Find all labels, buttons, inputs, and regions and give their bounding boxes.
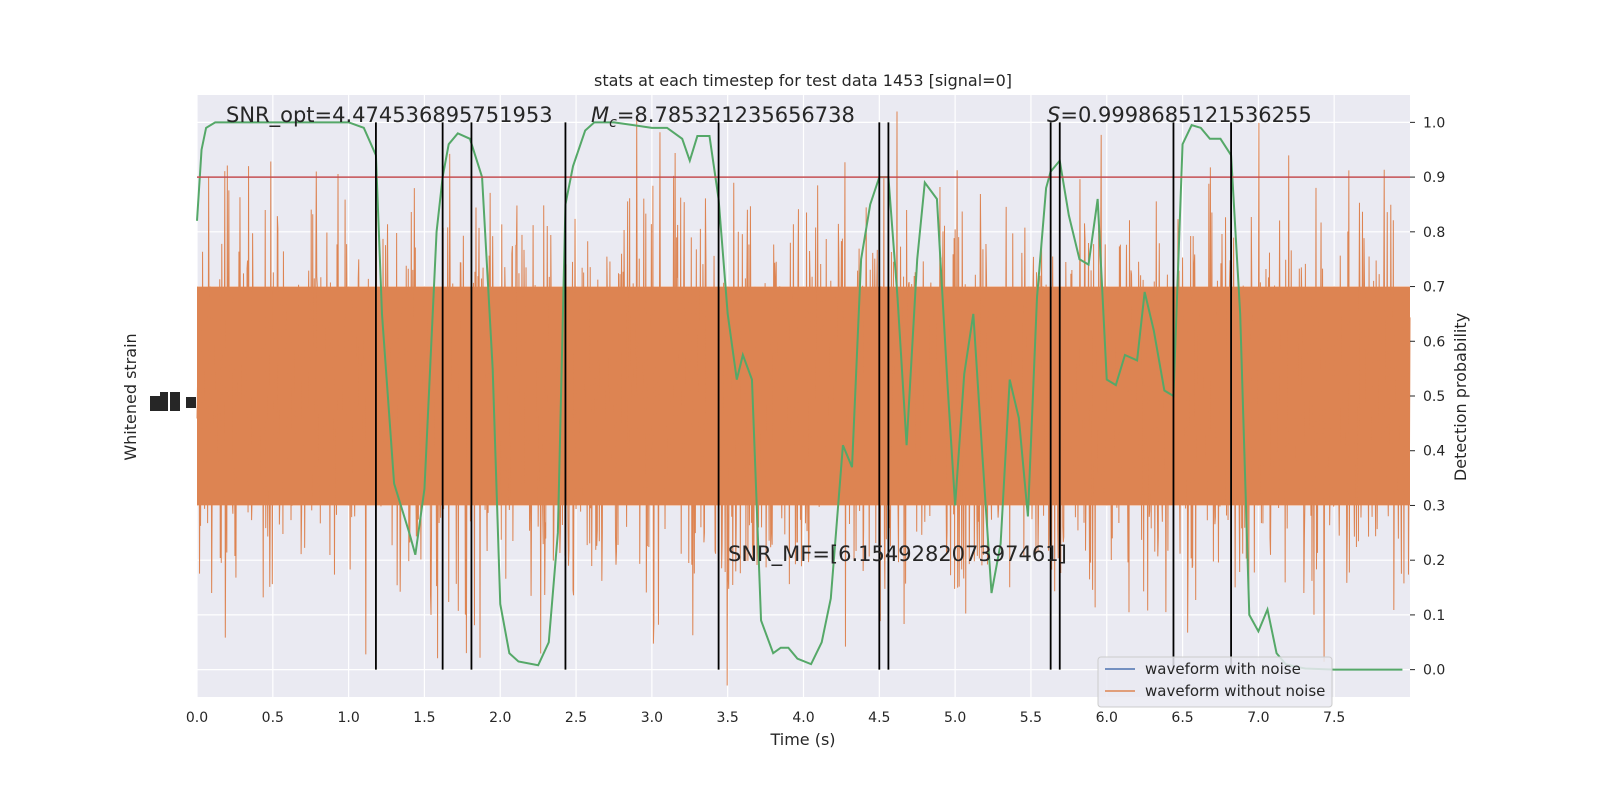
x-tick-label: 7.0 (1247, 710, 1269, 726)
waveform-with-noise-series (196, 111, 1411, 686)
x-axis-ticks: 0.0 0.5 1.0 1.5 2.0 2.5 3.0 3.5 4.0 4.5 5.0 5.5 6.0 6… (186, 710, 1345, 726)
x-tick-label: 5.0 (944, 710, 966, 726)
x-tick-label: 3.5 (717, 710, 739, 726)
x-tick-label: 2.0 (489, 710, 511, 726)
annotation-s: S=0.9998685121536255 (1047, 103, 1312, 127)
x-tick-label: 0.0 (186, 710, 208, 726)
y-tick-label: 0.8 (1423, 225, 1445, 241)
y-tick-label: 1.0 (1423, 115, 1445, 131)
x-tick-label: 0.5 (262, 710, 284, 726)
chart-title: stats at each timestep for test data 145… (594, 71, 1012, 90)
x-tick-label: 3.0 (641, 710, 663, 726)
vertical-markers (375, 122, 1232, 670)
x-tick-label: 7.5 (1323, 710, 1345, 726)
x-tick-label: 5.5 (1020, 710, 1042, 726)
x-tick-label: 4.0 (792, 710, 814, 726)
y-tick-label: 0.6 (1423, 334, 1445, 350)
left-y-ticks-overlapped (150, 392, 196, 411)
x-tick-label: 1.5 (413, 710, 435, 726)
x-axis-label: Time (s) (769, 730, 835, 749)
detection-probability-line (196, 121, 1403, 671)
annotation-snr-opt: SNR_opt=4.474536895751953 (226, 103, 553, 128)
y-tick-label: 0.3 (1423, 498, 1445, 514)
right-y-axis-label: Detection probability (1451, 313, 1470, 481)
x-tick-label: 2.5 (565, 710, 587, 726)
y-tick-label: 0.1 (1423, 608, 1445, 624)
legend-label-clean: waveform without noise (1145, 682, 1325, 700)
legend: waveform with noise waveform without noi… (1097, 656, 1333, 708)
y-tick-label: 0.4 (1423, 444, 1445, 460)
right-y-axis-ticks: 0.0 0.1 0.2 0.3 0.4 0.5 0.6 0.7 0.8 0.9 1.0 (1410, 115, 1445, 679)
y-tick-label: 0.2 (1423, 553, 1445, 569)
x-tick-label: 6.0 (1096, 710, 1118, 726)
y-tick-label: 0.0 (1423, 663, 1445, 679)
y-tick-label: 0.9 (1423, 170, 1445, 186)
legend-label-noise: waveform with noise (1145, 660, 1301, 678)
left-y-axis-label: Whitened strain (121, 333, 140, 460)
noise-trace (196, 111, 1411, 686)
x-tick-label: 6.5 (1171, 710, 1193, 726)
x-tick-label: 1.0 (337, 710, 359, 726)
x-tick-label: 4.5 (868, 710, 890, 726)
annotation-mc: Mc=8.785321235656738 (591, 103, 855, 131)
annotation-snr-mf: SNR_MF=[6.154928207397461] (728, 542, 1067, 567)
y-tick-label: 0.7 (1423, 280, 1445, 296)
y-tick-label: 0.5 (1423, 389, 1445, 405)
